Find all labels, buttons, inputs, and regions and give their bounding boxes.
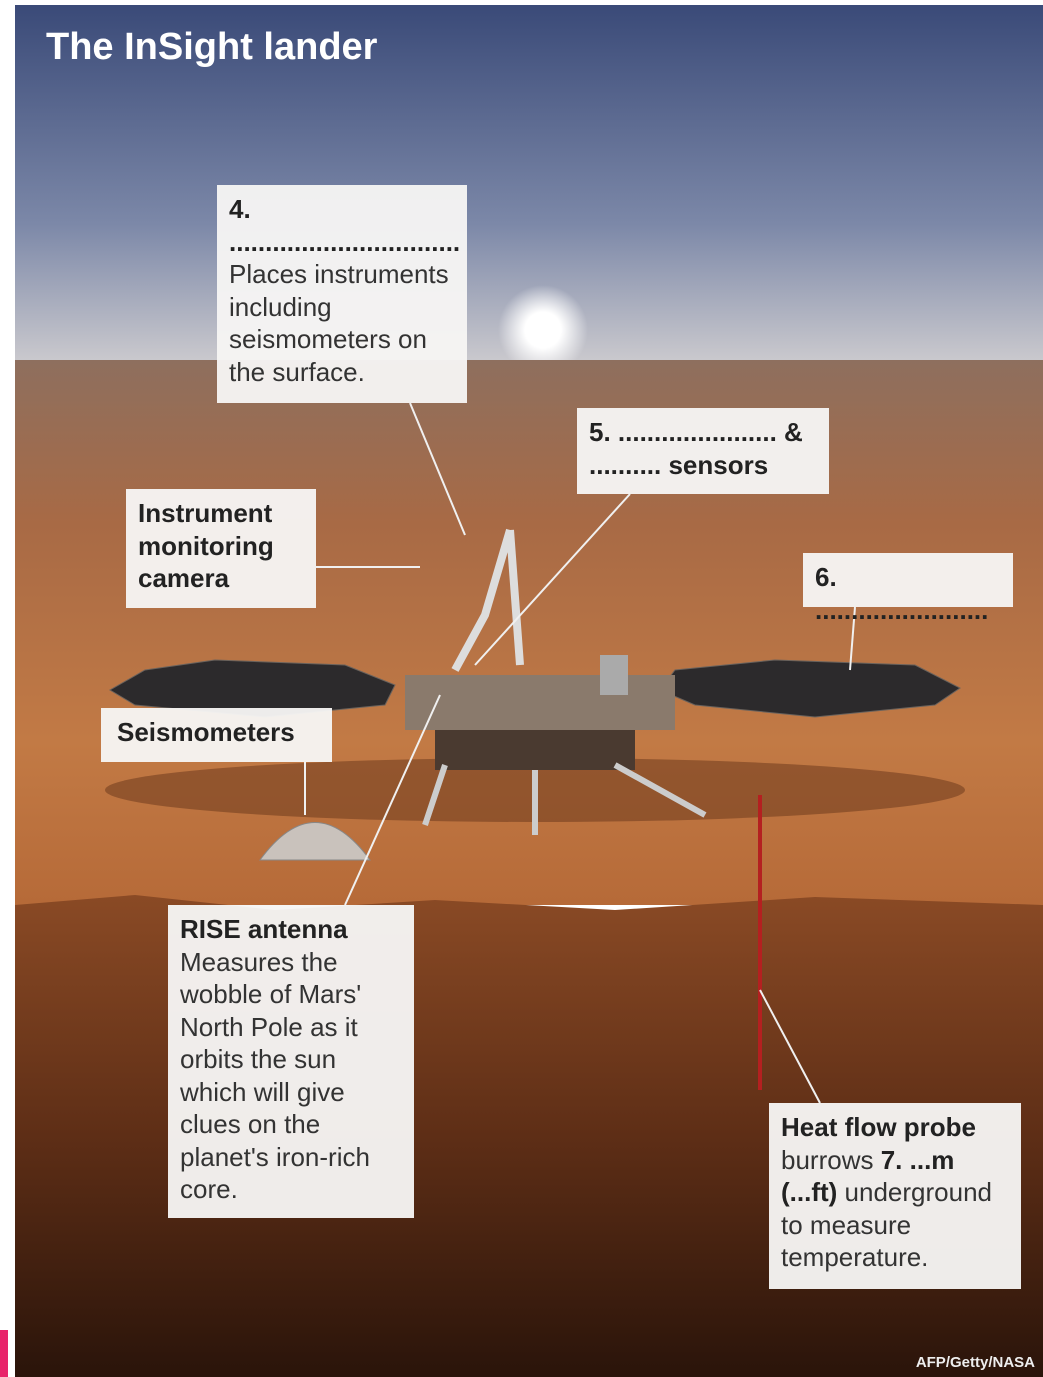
instrument	[600, 655, 628, 695]
callout: Heat flow probe burrows 7. ...m (...ft) …	[769, 1103, 1021, 1289]
callout-label: RISE antenna	[180, 914, 348, 944]
callout-text: burrows	[781, 1145, 873, 1175]
page: The InSight lander 4. ..................…	[0, 0, 1043, 1377]
edge-mark	[0, 1330, 8, 1377]
title: The InSight lander	[46, 26, 377, 69]
callout-label: Instrument monitoring camera	[138, 498, 274, 593]
callout: 4. ................................ Plac…	[217, 185, 467, 403]
callout-label: 6. ........................	[815, 562, 988, 625]
callout-text: Measures the wobble of Mars' North Pole …	[180, 947, 370, 1205]
callout-label: Heat flow probe	[781, 1112, 976, 1142]
callout: Instrument monitoring camera	[126, 489, 316, 608]
callout-label: 4. ................................	[229, 194, 460, 257]
surface	[15, 360, 1043, 905]
callout: 5. ...................... & .......... s…	[577, 408, 829, 494]
callout-label: Seismometers	[117, 717, 295, 747]
lander-body	[435, 730, 635, 770]
callout-label: 5. ...................... & .......... s…	[589, 417, 803, 480]
callout: Seismometers	[101, 708, 332, 762]
callout-text: Places instruments including seismometer…	[229, 259, 449, 387]
lander-body	[405, 675, 675, 730]
callout: RISE antenna Measures the wobble of Mars…	[168, 905, 414, 1218]
callout: 6. ........................	[803, 553, 1013, 607]
credit: AFP/Getty/NASA	[916, 1354, 1035, 1371]
